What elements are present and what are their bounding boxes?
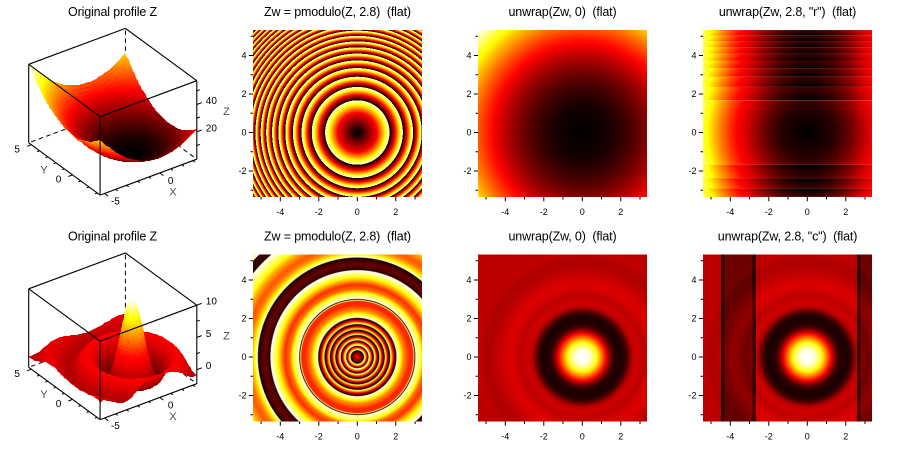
svg-text:unwrap(Zw, 2.8, "c") (flat): unwrap(Zw, 2.8, "c") (flat) — [718, 230, 857, 244]
svg-text:Zw = pmodulo(Z, 2.8) (flat): Zw = pmodulo(Z, 2.8) (flat) — [264, 5, 411, 19]
svg-text:4: 4 — [241, 275, 246, 285]
svg-text:2: 2 — [393, 207, 398, 217]
svg-text:4: 4 — [691, 275, 696, 285]
svg-text:-2: -2 — [238, 391, 246, 401]
svg-text:2: 2 — [691, 89, 696, 99]
svg-text:-2: -2 — [315, 432, 323, 442]
svg-text:unwrap(Zw, 0) (flat): unwrap(Zw, 0) (flat) — [509, 230, 617, 244]
svg-text:0: 0 — [168, 176, 174, 187]
svg-text:2: 2 — [691, 314, 696, 324]
svg-text:-2: -2 — [540, 207, 548, 217]
svg-text:-2: -2 — [688, 391, 696, 401]
svg-text:4: 4 — [466, 51, 471, 61]
svg-text:4: 4 — [241, 51, 246, 61]
svg-text:0: 0 — [56, 399, 62, 410]
svg-text:Y: Y — [40, 389, 48, 401]
svg-text:2: 2 — [466, 314, 471, 324]
svg-text:2: 2 — [843, 432, 848, 442]
svg-text:-5: -5 — [111, 421, 120, 432]
svg-text:unwrap(Zw, 2.8, "r") (flat): unwrap(Zw, 2.8, "r") (flat) — [719, 5, 856, 19]
svg-text:-2: -2 — [688, 166, 696, 176]
svg-text:Original profile Z: Original profile Z — [68, 230, 158, 244]
svg-text:2: 2 — [241, 314, 246, 324]
svg-text:-4: -4 — [726, 432, 734, 442]
svg-text:Z: Z — [223, 106, 230, 118]
svg-text:5: 5 — [14, 369, 20, 380]
svg-text:2: 2 — [393, 432, 398, 442]
svg-text:-2: -2 — [463, 391, 471, 401]
svg-text:2: 2 — [466, 89, 471, 99]
svg-text:-2: -2 — [463, 166, 471, 176]
svg-text:5: 5 — [14, 144, 20, 155]
svg-text:2: 2 — [618, 432, 623, 442]
svg-text:2: 2 — [843, 207, 848, 217]
svg-text:40: 40 — [206, 96, 218, 107]
svg-text:0: 0 — [691, 128, 696, 138]
svg-text:0: 0 — [580, 207, 585, 217]
svg-text:-5: -5 — [111, 196, 120, 207]
svg-text:0: 0 — [168, 400, 174, 411]
svg-text:-4: -4 — [501, 207, 509, 217]
svg-text:0: 0 — [805, 207, 810, 217]
svg-text:5: 5 — [206, 329, 212, 340]
svg-text:Zw = pmodulo(Z, 2.8) (flat): Zw = pmodulo(Z, 2.8) (flat) — [264, 230, 411, 244]
svg-text:0: 0 — [466, 352, 471, 362]
svg-text:Z: Z — [223, 331, 230, 343]
svg-text:unwrap(Zw, 0) (flat): unwrap(Zw, 0) (flat) — [509, 5, 617, 19]
svg-text:Original profile Z: Original profile Z — [68, 5, 158, 19]
svg-text:0: 0 — [206, 361, 212, 372]
svg-text:0: 0 — [466, 128, 471, 138]
svg-text:2: 2 — [241, 89, 246, 99]
svg-text:0: 0 — [805, 432, 810, 442]
svg-text:4: 4 — [691, 51, 696, 61]
svg-text:Y: Y — [40, 165, 48, 177]
svg-text:-4: -4 — [726, 207, 734, 217]
svg-text:X: X — [169, 411, 177, 423]
svg-text:0: 0 — [355, 207, 360, 217]
svg-text:-2: -2 — [238, 166, 246, 176]
svg-text:0: 0 — [56, 175, 62, 186]
svg-text:-4: -4 — [501, 432, 509, 442]
svg-text:10: 10 — [206, 297, 218, 308]
svg-text:4: 4 — [466, 275, 471, 285]
svg-text:20: 20 — [206, 123, 218, 134]
svg-text:-2: -2 — [765, 432, 773, 442]
svg-text:-2: -2 — [540, 432, 548, 442]
svg-text:0: 0 — [580, 432, 585, 442]
svg-text:X: X — [169, 187, 177, 199]
svg-text:0: 0 — [691, 352, 696, 362]
svg-text:-2: -2 — [315, 207, 323, 217]
svg-text:0: 0 — [355, 432, 360, 442]
svg-text:0: 0 — [241, 352, 246, 362]
svg-text:2: 2 — [618, 207, 623, 217]
svg-text:-4: -4 — [276, 207, 284, 217]
svg-text:0: 0 — [241, 128, 246, 138]
svg-text:-4: -4 — [276, 432, 284, 442]
svg-text:-2: -2 — [765, 207, 773, 217]
